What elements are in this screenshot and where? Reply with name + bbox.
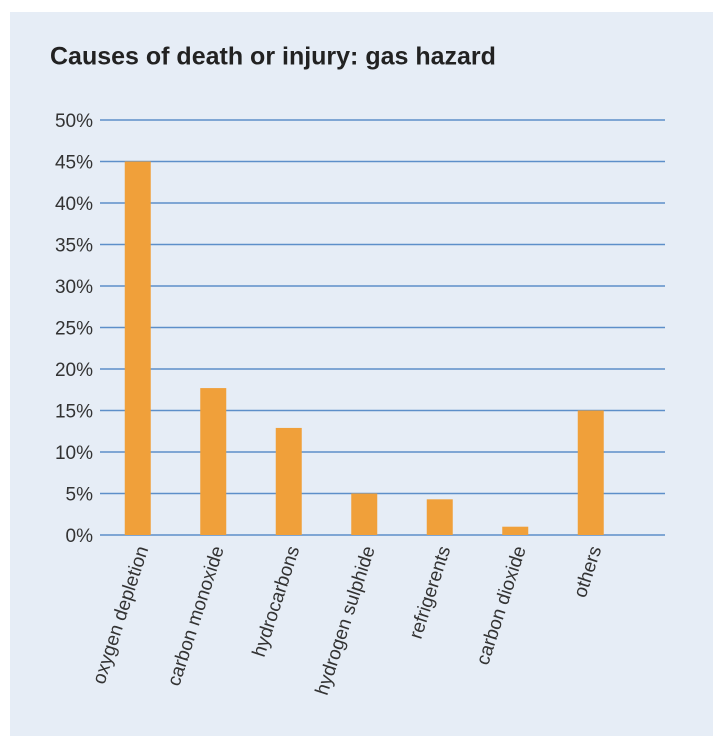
y-tick-label: 10% [55,443,93,464]
y-tick-label: 30% [55,277,93,298]
y-tick-label: 25% [55,319,93,340]
y-tick-label: 40% [55,194,93,215]
y-tick-label: 0% [66,526,94,547]
bar [502,526,529,535]
y-tick-label: 15% [55,402,93,423]
y-tick-label: 20% [55,360,93,381]
bar [351,493,378,535]
y-tick-label: 5% [66,485,94,506]
bar [275,427,302,535]
chart-title: Causes of death or injury: gas hazard [50,43,496,71]
bar [426,499,453,535]
y-tick-label: 35% [55,236,93,257]
y-tick-label: 50% [55,111,93,132]
bar [577,410,604,535]
bar [124,161,151,535]
bar [200,388,227,535]
y-tick-label: 45% [55,153,93,174]
